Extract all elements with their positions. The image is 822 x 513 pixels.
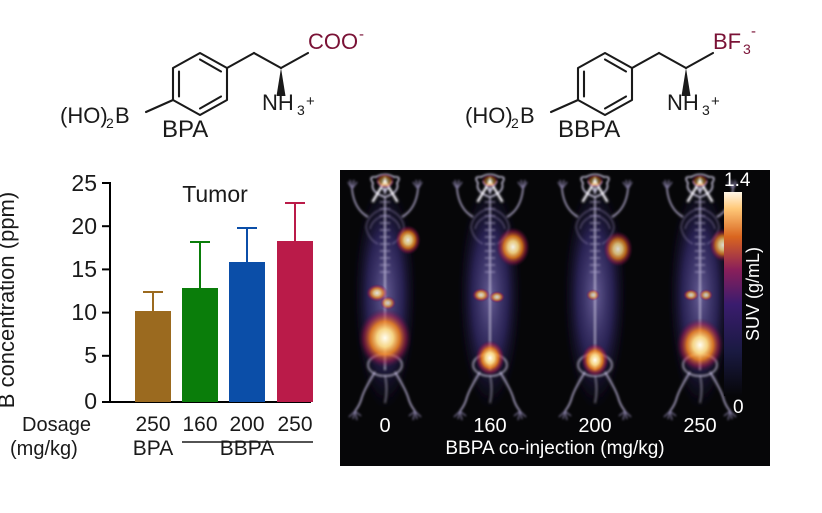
svg-text:+: + xyxy=(711,93,720,110)
svg-text:NH: NH xyxy=(667,90,699,115)
svg-text:BPA: BPA xyxy=(162,116,208,139)
svg-text:3: 3 xyxy=(702,102,710,118)
svg-text:Dosage: Dosage xyxy=(22,414,91,436)
svg-text:-: - xyxy=(751,23,756,40)
svg-text:0: 0 xyxy=(379,415,390,437)
svg-text:+: + xyxy=(306,93,315,110)
svg-text:0: 0 xyxy=(733,397,744,418)
svg-text:15: 15 xyxy=(71,256,97,282)
svg-text:B: B xyxy=(115,103,130,128)
svg-text:1.4: 1.4 xyxy=(724,170,751,191)
svg-text:250: 250 xyxy=(277,413,312,436)
svg-text:BBPA co-injection (mg/kg): BBPA co-injection (mg/kg) xyxy=(445,438,664,459)
svg-text:(HO): (HO) xyxy=(465,103,513,128)
svg-text:BPA: BPA xyxy=(133,437,173,460)
svg-text:BBPA: BBPA xyxy=(558,116,620,139)
svg-text:10: 10 xyxy=(71,299,97,325)
svg-text:(HO): (HO) xyxy=(60,103,108,128)
svg-text:BBPA: BBPA xyxy=(220,437,274,460)
svg-text:COO: COO xyxy=(308,29,358,54)
svg-text:160: 160 xyxy=(473,415,506,437)
svg-text:(mg/kg): (mg/kg) xyxy=(10,438,78,460)
svg-text:3: 3 xyxy=(743,41,751,57)
svg-text:SUV (g/mL): SUV (g/mL) xyxy=(743,247,763,341)
svg-text:B concentration (ppm): B concentration (ppm) xyxy=(0,192,19,408)
svg-text:BF: BF xyxy=(713,29,741,54)
svg-text:NH: NH xyxy=(262,90,294,115)
svg-text:25: 25 xyxy=(71,170,97,196)
svg-text:160: 160 xyxy=(182,413,217,436)
svg-text:5: 5 xyxy=(84,342,97,368)
svg-text:Tumor: Tumor xyxy=(182,181,248,207)
svg-text:0: 0 xyxy=(84,388,97,414)
svg-text:-: - xyxy=(359,26,364,43)
svg-text:2: 2 xyxy=(511,115,519,131)
svg-text:200: 200 xyxy=(578,415,611,437)
svg-text:3: 3 xyxy=(297,102,305,118)
svg-text:20: 20 xyxy=(71,213,97,239)
svg-text:200: 200 xyxy=(229,413,264,436)
svg-text:250: 250 xyxy=(135,413,170,436)
svg-text:250: 250 xyxy=(683,415,716,437)
svg-text:B: B xyxy=(520,103,535,128)
svg-text:2: 2 xyxy=(106,115,114,131)
